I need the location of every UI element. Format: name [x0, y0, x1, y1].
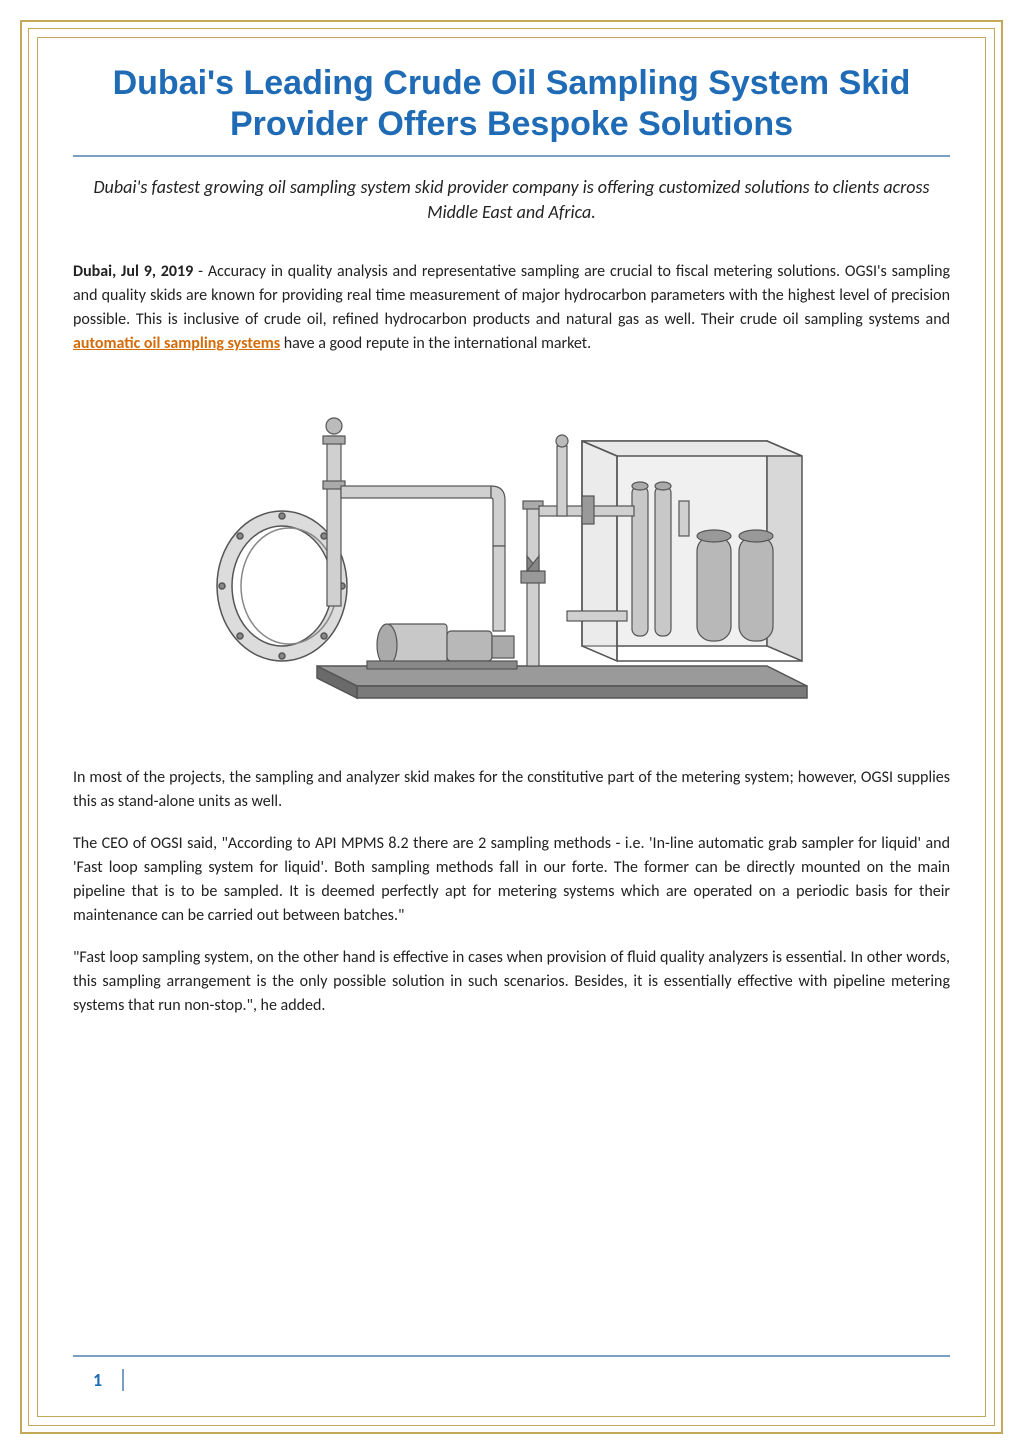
- outer-border: Dubai's Leading Crude Oil Sampling Syste…: [20, 20, 1003, 1434]
- paragraph-4-ceo-quote-cont: "Fast loop sampling system, on the other…: [73, 946, 950, 1018]
- automatic-oil-sampling-link[interactable]: automatic oil sampling systems: [73, 334, 280, 353]
- sampling-skid-diagram: [187, 386, 837, 726]
- footer-divider: 1: [73, 1355, 950, 1391]
- subtitle: Dubai's fastest growing oil sampling sys…: [73, 175, 950, 225]
- page-title: Dubai's Leading Crude Oil Sampling Syste…: [73, 63, 950, 157]
- para1-text-b: have a good repute in the international …: [280, 334, 591, 353]
- intro-paragraph: Dubai, Jul 9, 2019 - Accuracy in quality…: [73, 260, 950, 356]
- diagram-container: [73, 386, 950, 726]
- para1-text-a: - Accuracy in quality analysis and repre…: [73, 262, 950, 329]
- paragraph-3-ceo-quote: The CEO of OGSI said, "According to API …: [73, 832, 950, 928]
- page-number: 1: [73, 1369, 124, 1391]
- paragraph-2: In most of the projects, the sampling an…: [73, 766, 950, 814]
- page-content: Dubai's Leading Crude Oil Sampling Syste…: [37, 37, 986, 1417]
- dateline: Dubai, Jul 9, 2019: [73, 262, 193, 281]
- middle-border: Dubai's Leading Crude Oil Sampling Syste…: [28, 28, 995, 1426]
